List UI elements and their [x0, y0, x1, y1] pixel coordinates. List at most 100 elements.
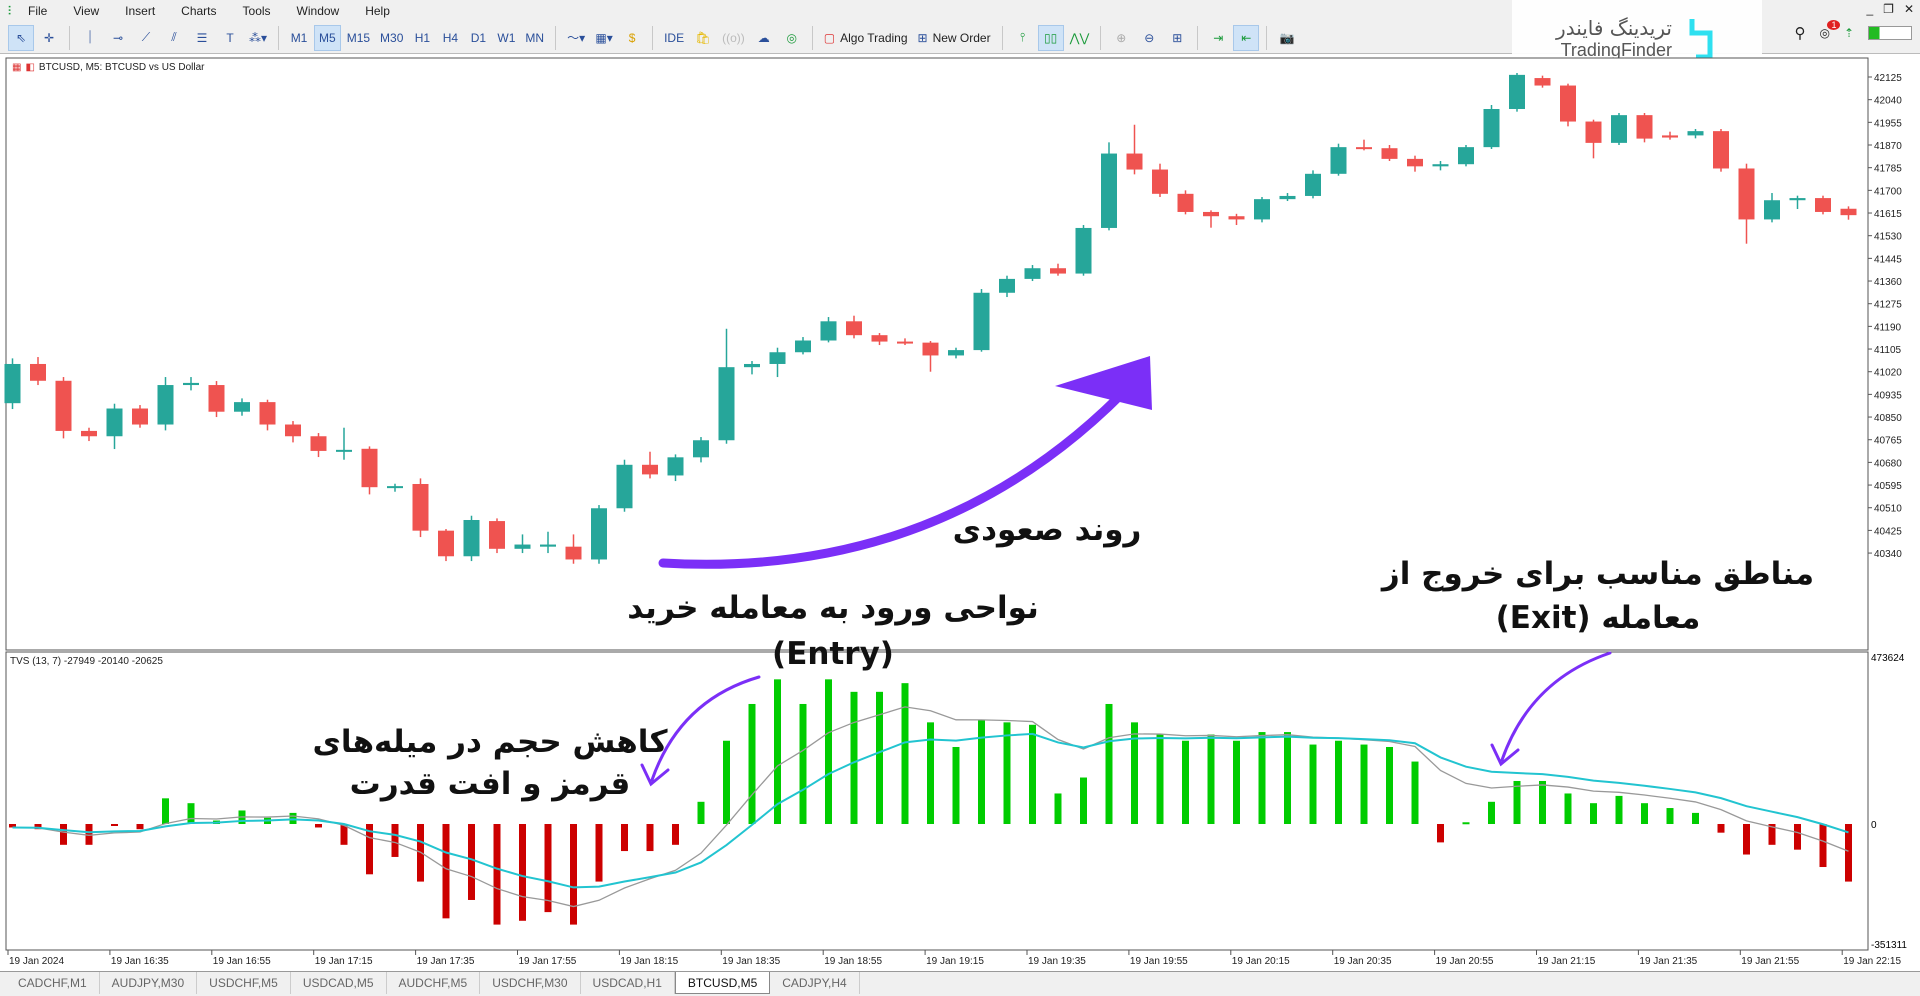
close-icon[interactable]: ✕: [1903, 2, 1914, 16]
tf-m15[interactable]: M15: [346, 30, 371, 45]
crosshair-icon[interactable]: ✛: [43, 30, 55, 45]
volume-bar: [1488, 801, 1495, 824]
chart-title-text: BTCUSD, M5: BTCUSD vs US Dollar: [38, 62, 205, 73]
tile-windows-icon[interactable]: ⊞: [1172, 30, 1183, 45]
zoom-out-icon[interactable]: ⊖: [1144, 30, 1155, 45]
candle: [1101, 142, 1117, 231]
market-icon[interactable]: $: [628, 30, 636, 45]
horizontal-line-icon[interactable]: ⊸: [112, 30, 124, 45]
search-icon[interactable]: ⚲: [1794, 25, 1806, 42]
menu-window[interactable]: Window: [296, 4, 340, 18]
fibonacci-icon[interactable]: ☰: [196, 30, 208, 45]
candle: [30, 357, 46, 386]
time-label: 19 Jan 19:35: [1028, 956, 1086, 967]
templates-icon[interactable]: ▦▾: [595, 30, 613, 45]
candle-body: [973, 292, 990, 351]
candle: [336, 427, 352, 460]
candle-body: [948, 350, 964, 356]
volume-bar: [1003, 722, 1011, 824]
chart-tab[interactable]: CADCHF,M1: [6, 972, 100, 994]
algo-trading-button[interactable]: ▢ Algo Trading: [823, 30, 908, 45]
candle-body: [795, 340, 811, 353]
volume-arrowhead: [640, 763, 670, 787]
volume-bar: [366, 824, 373, 875]
tf-w1[interactable]: W1: [497, 30, 516, 45]
signals-icon[interactable]: ((o)): [722, 30, 745, 45]
screenshot-icon[interactable]: 📷: [1279, 30, 1295, 45]
candle: [1713, 129, 1729, 172]
chart-tab[interactable]: USDCAD,H1: [581, 972, 675, 994]
chart-tab[interactable]: AUDJPY,M30: [100, 972, 198, 994]
shop-icon[interactable]: 🛍: [695, 30, 711, 45]
candle-body: [157, 385, 174, 425]
channel-icon[interactable]: ⫽: [171, 30, 177, 44]
candlestick-icon[interactable]: ▯▯: [1037, 24, 1064, 51]
vertical-line-icon[interactable]: ⏐: [86, 30, 94, 44]
shapes-icon[interactable]: ⁂▾: [249, 30, 268, 45]
candle-body: [285, 424, 301, 437]
tf-h1[interactable]: H1: [414, 30, 431, 45]
candle-body: [1611, 115, 1627, 143]
menu-help[interactable]: Help: [365, 4, 390, 18]
tf-m1[interactable]: M1: [290, 30, 308, 45]
indicators-icon[interactable]: 〜▾: [567, 31, 586, 45]
vps-icon[interactable]: ☁: [757, 30, 770, 45]
chart-tab[interactable]: USDCHF,M5: [197, 972, 291, 994]
volume-bar: [1080, 777, 1087, 824]
candle: [1789, 195, 1806, 210]
tf-m5[interactable]: M5: [314, 24, 341, 51]
candle-body: [81, 430, 97, 437]
minimize-icon[interactable]: _: [1866, 2, 1874, 16]
tf-m30[interactable]: M30: [380, 30, 404, 45]
menu-file[interactable]: File: [28, 4, 48, 18]
menu-insert[interactable]: Insert: [125, 4, 156, 18]
candle: [1177, 190, 1194, 215]
candle: [744, 361, 760, 375]
menu-charts[interactable]: Charts: [181, 4, 217, 18]
volume-bar: [264, 817, 271, 824]
text-icon[interactable]: T: [226, 30, 234, 45]
ide-button[interactable]: IDE: [664, 30, 685, 45]
candle-body: [871, 335, 888, 342]
volume-bar: [1233, 740, 1240, 824]
bar-chart-icon[interactable]: ⫯: [1019, 30, 1026, 44]
price-label: 40595: [1874, 481, 1902, 492]
autoscroll-icon[interactable]: ⇥: [1213, 30, 1224, 45]
tf-h4[interactable]: H4: [442, 30, 459, 45]
chart-tab[interactable]: AUDCHF,M5: [387, 972, 481, 994]
candle: [4, 358, 21, 410]
restore-icon[interactable]: ❐: [1883, 2, 1894, 16]
candle-body: [1177, 193, 1194, 212]
price-label: 41360: [1874, 277, 1902, 288]
tradingfinder-logo: تریدینگ فایندر TradingFinder: [1512, 0, 1762, 76]
tf-d1[interactable]: D1: [470, 30, 487, 45]
algo-trading-icon: ▢: [823, 30, 836, 45]
cursor-icon[interactable]: ⇖: [8, 24, 34, 51]
trading-hub-icon[interactable]: ◎: [786, 30, 798, 45]
menu-bar: ⫶ File View Insert Charts Tools Window H…: [0, 0, 1920, 22]
volume-bar: [391, 824, 399, 857]
menu-view[interactable]: View: [73, 4, 100, 18]
trendline-icon[interactable]: ⟋: [141, 30, 151, 44]
new-order-button[interactable]: ⊞ New Order: [917, 30, 991, 45]
candle-body: [30, 363, 46, 381]
volume-bar: [1641, 803, 1648, 824]
chart-tab[interactable]: USDCHF,M30: [480, 972, 581, 994]
chart-tab[interactable]: USDCAD,M5: [291, 972, 387, 994]
volume-bar: [1819, 824, 1827, 868]
chart-shift-icon[interactable]: ⇤: [1233, 24, 1260, 51]
menu-tools[interactable]: Tools: [242, 4, 271, 18]
volume-bar: [493, 824, 501, 925]
candle: [285, 421, 301, 443]
tf-mn[interactable]: MN: [525, 30, 545, 45]
chart-tab[interactable]: CADJPY,H4: [770, 972, 860, 994]
line-chart-icon[interactable]: ⋀⋁: [1069, 30, 1090, 45]
candle: [1738, 163, 1755, 244]
chart-tab[interactable]: BTCUSD,M5: [674, 972, 771, 994]
price-label: 40425: [1874, 526, 1902, 537]
zoom-in-icon[interactable]: ⊕: [1116, 30, 1127, 45]
volume-bar: [1054, 793, 1062, 824]
notifications-button[interactable]: ◎ 1: [1819, 20, 1841, 40]
volume-bar: [1717, 824, 1725, 833]
